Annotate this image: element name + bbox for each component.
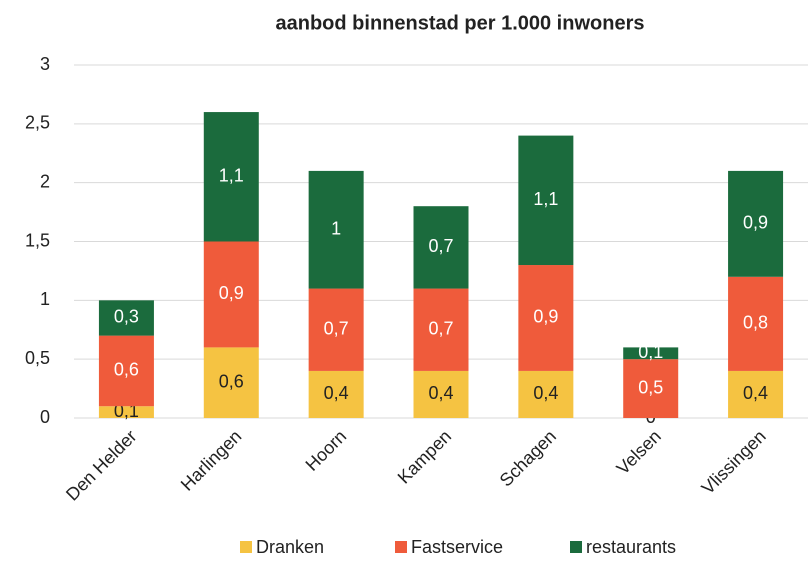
data-label: 1 [331, 218, 341, 238]
chart-title: aanbod binnenstad per 1.000 inwoners [276, 12, 645, 34]
bar-segment [98, 335, 154, 407]
y-tick-label: 1 [40, 289, 50, 309]
data-label: 0,6 [114, 360, 139, 380]
bar-segment [308, 370, 364, 418]
data-label: 0,8 [743, 313, 768, 333]
data-label: 0,4 [428, 383, 453, 403]
legend-label: restaurants [586, 537, 676, 557]
data-label: 1,1 [533, 189, 558, 209]
data-label: 0,1 [638, 342, 663, 362]
bar-segment [98, 406, 154, 418]
data-label: 0,4 [324, 383, 349, 403]
bar-segment [413, 288, 469, 371]
y-tick-label: 3 [40, 54, 50, 74]
bar-segment [623, 359, 679, 418]
bar-segment [308, 288, 364, 371]
y-tick-label: 2,5 [25, 113, 50, 133]
data-label: 0,7 [428, 236, 453, 256]
data-label: 0,7 [428, 319, 453, 339]
data-label: 0,9 [533, 307, 558, 327]
y-tick-label: 0 [40, 407, 50, 427]
legend-swatch [395, 541, 407, 553]
x-tick-label: Harlingen [177, 426, 246, 495]
legend-label: Fastservice [411, 537, 503, 557]
data-label: 0,7 [324, 319, 349, 339]
bar-segment [518, 135, 574, 266]
data-label: 0,6 [219, 371, 244, 391]
y-tick-label: 1,5 [25, 230, 50, 250]
bar-segment [728, 370, 784, 418]
bar-segment [728, 276, 784, 371]
legend-swatch [570, 541, 582, 553]
x-tick-label: Hoorn [302, 426, 351, 475]
x-tick-label: Vlissingen [698, 426, 770, 498]
bar-segment [98, 300, 154, 336]
data-label: 0,3 [114, 307, 139, 327]
data-label: 0,9 [219, 283, 244, 303]
x-tick-label: Velsen [613, 426, 665, 478]
y-tick-label: 0,5 [25, 348, 50, 368]
bar-segment [518, 265, 574, 371]
bar-segment [728, 170, 784, 277]
bar-segment [203, 347, 259, 418]
bar-segment [623, 347, 679, 360]
bar-segment [308, 170, 364, 289]
x-tick-label: Den Helder [62, 426, 141, 505]
bar-segment [413, 370, 469, 418]
legend-label: Dranken [256, 537, 324, 557]
bar-segment [413, 206, 469, 289]
data-label: 0,5 [638, 377, 663, 397]
y-tick-label: 2 [40, 171, 50, 191]
data-label: 0,4 [533, 383, 558, 403]
legend-swatch [240, 541, 252, 553]
data-label: 0,9 [743, 213, 768, 233]
bar-segment [203, 112, 259, 242]
x-tick-label: Schagen [496, 426, 560, 490]
data-label: 0,4 [743, 383, 768, 403]
bar-segment [203, 241, 259, 348]
x-tick-label: Kampen [394, 426, 456, 488]
data-label: 1,1 [219, 166, 244, 186]
bar-segment [518, 370, 574, 418]
